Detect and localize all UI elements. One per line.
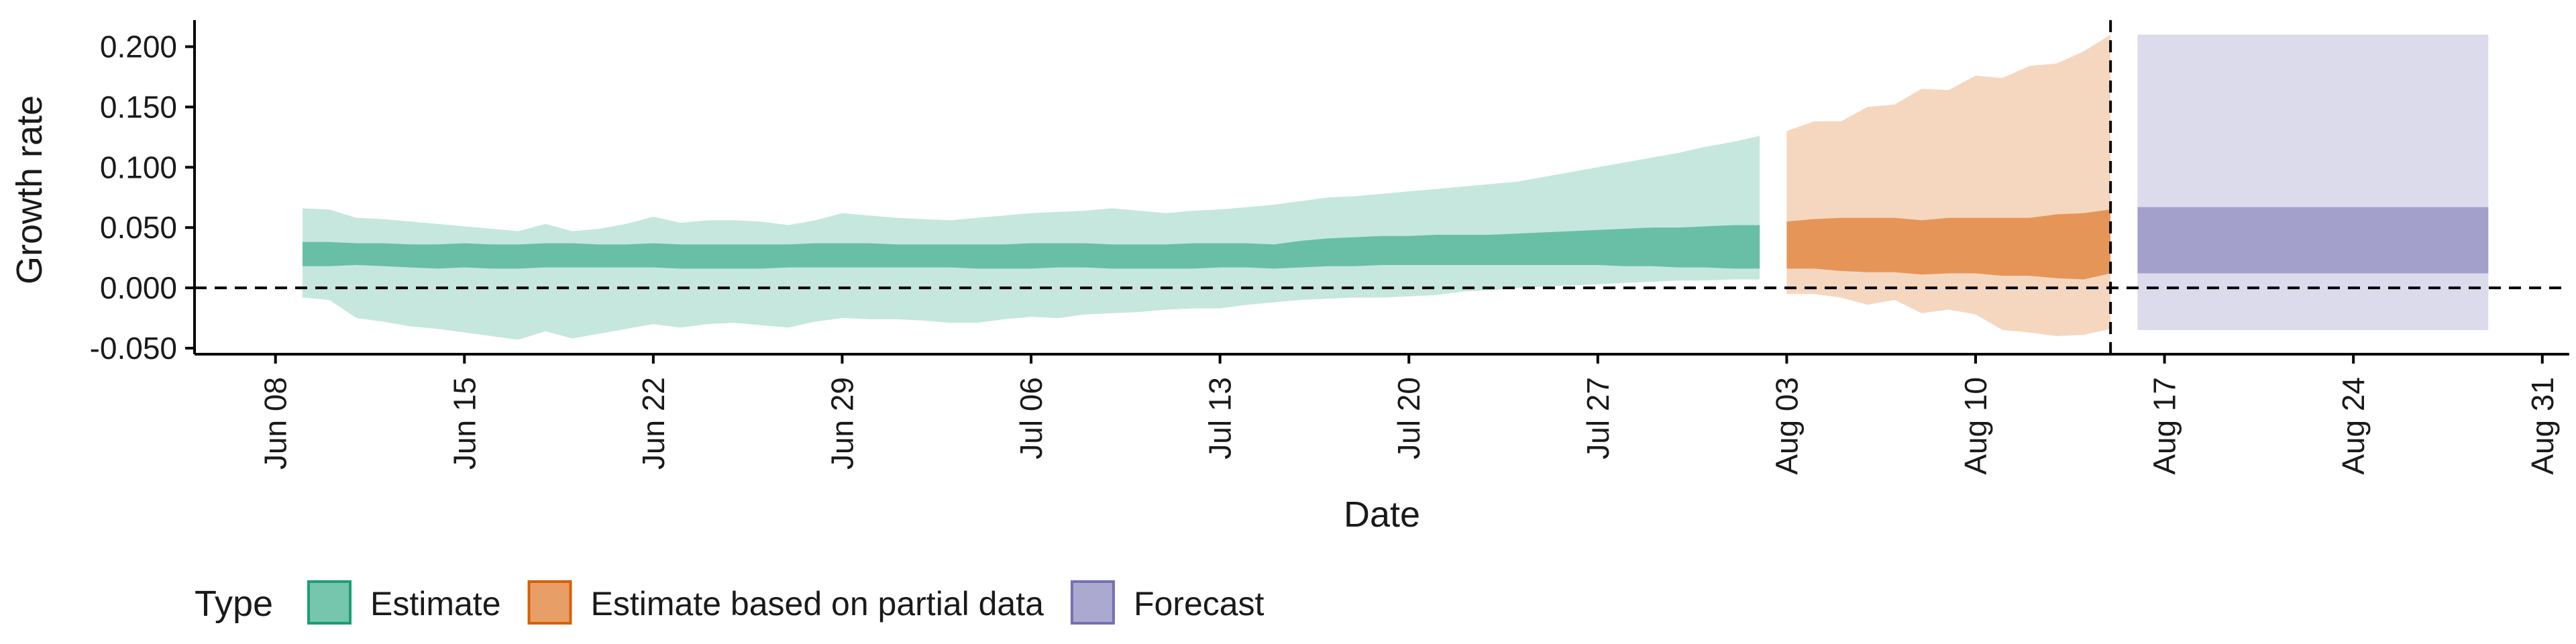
x-tick-label: Jun 15 xyxy=(447,377,482,470)
estimate-based-on-partial-data-inner-band xyxy=(1786,209,2111,280)
x-tick-label: Aug 24 xyxy=(2336,377,2371,475)
estimate-based-on-partial-data-outer-band xyxy=(1786,34,2111,336)
legend-swatch xyxy=(1070,580,1115,625)
forecast-inner-band xyxy=(2137,207,2489,274)
y-tick-label: 0.150 xyxy=(100,89,177,124)
x-tick-label: Jun 08 xyxy=(258,377,293,470)
forecast-outer-band xyxy=(2137,34,2489,330)
ribbon-layer xyxy=(302,34,2489,340)
x-tick-label: Jul 13 xyxy=(1203,377,1238,460)
x-tick-label: Aug 31 xyxy=(2525,377,2560,475)
estimate-inner-band xyxy=(302,225,1760,269)
legend: Type Estimate Estimate based on partial da… xyxy=(195,580,1265,625)
y-axis-title: Growth rate xyxy=(9,95,50,284)
y-tick-label: -0.050 xyxy=(90,331,177,366)
legend-swatch xyxy=(527,580,572,625)
legend-label: Estimate based on partial data xyxy=(591,585,1044,623)
y-tick-label: 0.050 xyxy=(100,210,177,245)
x-tick-label: Jun 22 xyxy=(636,377,671,470)
x-tick-label: Jul 06 xyxy=(1014,377,1049,460)
y-tick-label: 0.100 xyxy=(100,150,177,184)
x-tick-label: Jun 29 xyxy=(824,377,859,470)
x-tick-label: Aug 10 xyxy=(1958,377,1993,475)
legend-label: Estimate xyxy=(370,585,501,623)
y-tick-label: 0.000 xyxy=(100,270,177,305)
axes-layer: 0.200 0.150 0.100 0.050 0.000 -0.050 Jun 08 Jun… xyxy=(90,20,2569,475)
x-axis-title: Date xyxy=(1344,494,1420,535)
legend-label: Forecast xyxy=(1134,585,1265,623)
legend-swatch xyxy=(307,580,352,625)
x-tick-label: Jul 20 xyxy=(1391,377,1426,460)
x-tick-label: Jul 27 xyxy=(1580,377,1615,460)
x-tick-label: Aug 17 xyxy=(2147,377,2182,475)
x-tick-label: Aug 03 xyxy=(1769,377,1804,475)
y-tick-label: 0.200 xyxy=(100,30,177,64)
legend-title: Type xyxy=(195,584,273,624)
